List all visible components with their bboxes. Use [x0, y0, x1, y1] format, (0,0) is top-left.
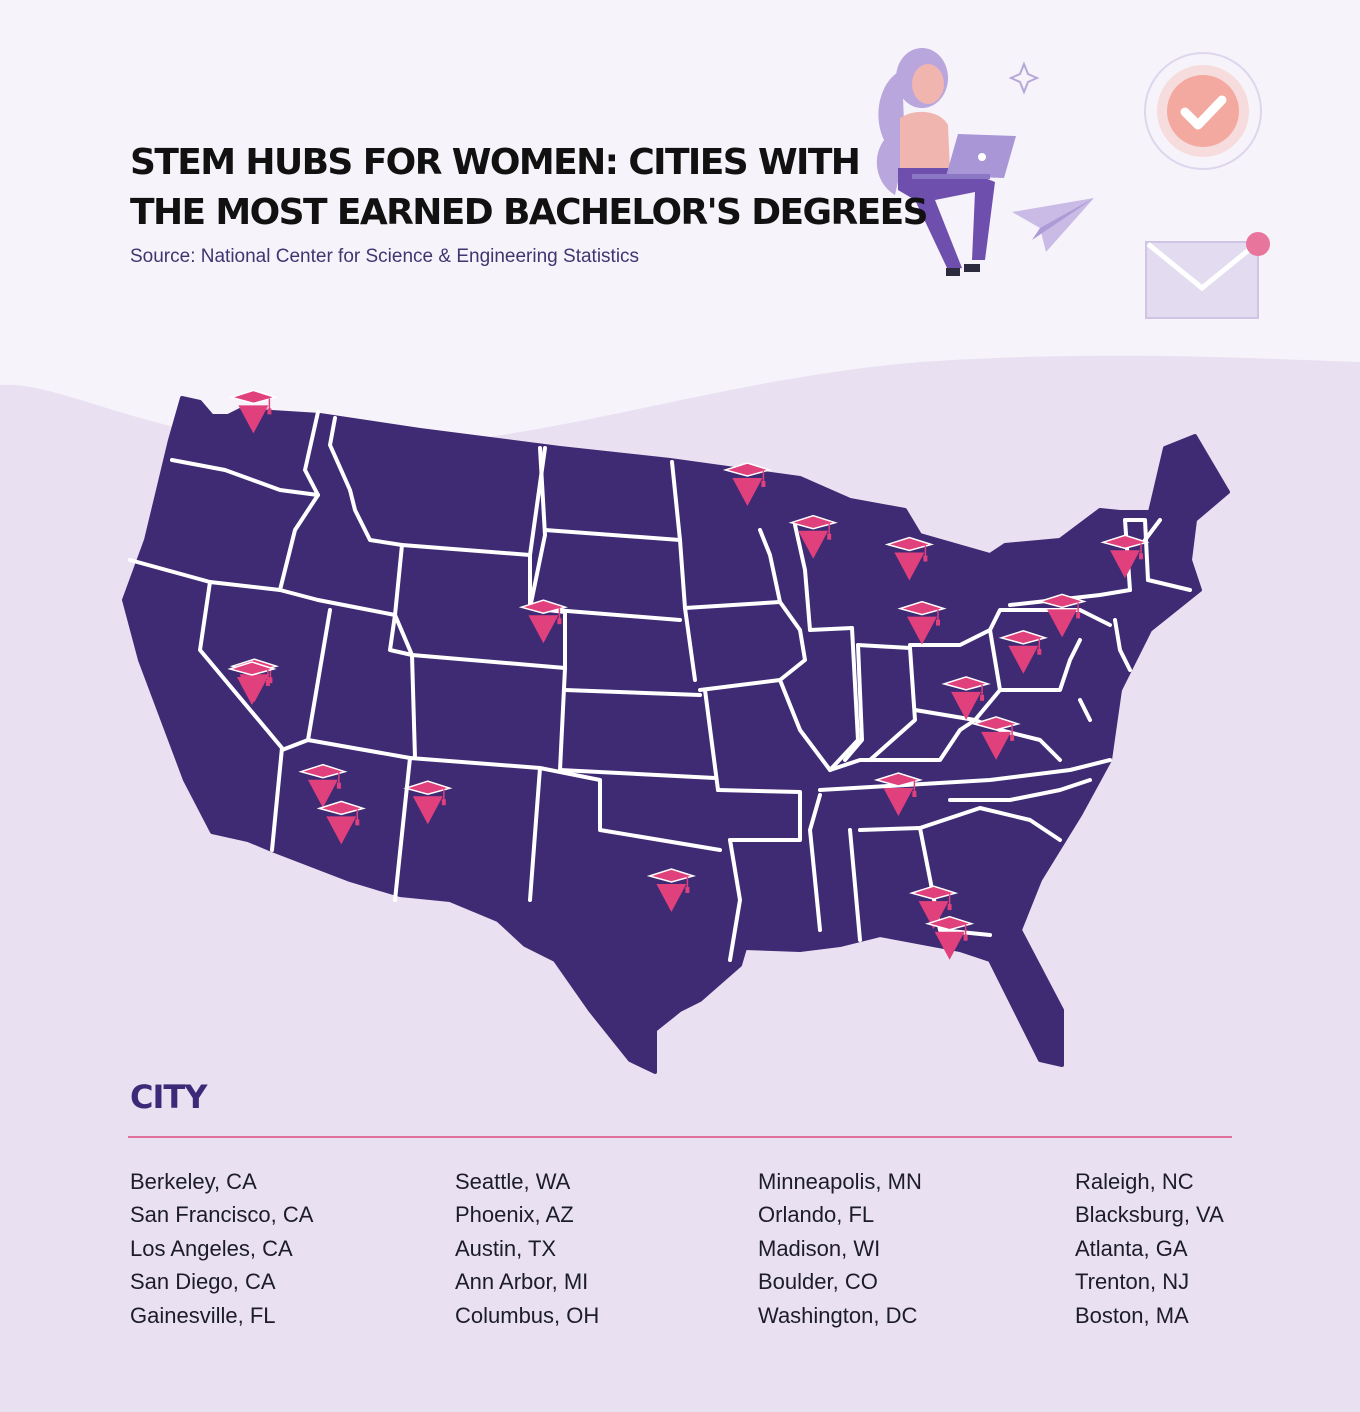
list-item: Gainesville, FL [130, 1302, 276, 1328]
city-list-column-2: Seattle, WA Phoenix, AZ Austin, TX Ann A… [455, 1165, 599, 1332]
list-item: Los Angeles, CA [130, 1235, 293, 1261]
list-item: Boulder, CO [758, 1269, 878, 1295]
graduation-cap-marker-icon [971, 716, 1021, 760]
graduation-cap-marker-icon [1100, 534, 1150, 579]
graduation-cap-marker-icon [228, 389, 279, 434]
graduation-cap-marker-icon [298, 763, 348, 808]
graduation-cap-marker-icon [941, 676, 991, 720]
list-item: Orlando, FL [758, 1202, 875, 1228]
graduation-cap-marker-icon [884, 536, 935, 581]
envelope-icon [1145, 232, 1270, 319]
page-title: STEM HUBS FOR WOMEN: CITIES WITH THE MOS… [130, 142, 929, 233]
list-item: Berkeley, CA [130, 1169, 257, 1194]
list-item: Seattle, WA [455, 1169, 571, 1194]
graduation-cap-marker-icon [722, 462, 773, 506]
city-markers [227, 389, 1150, 960]
graduation-cap-marker-icon [646, 868, 697, 912]
graduation-cap-marker-icon [998, 630, 1048, 674]
list-item: Ann Arbor, MI [455, 1269, 589, 1295]
checkmark-badge-icon [1144, 52, 1262, 170]
graduation-cap-marker-icon [924, 915, 975, 960]
graduation-cap-marker-icon [1037, 593, 1087, 638]
graduation-cap-marker-icon [908, 885, 959, 930]
list-item: Austin, TX [455, 1235, 557, 1261]
graduation-cap-marker-icon [873, 772, 924, 816]
sparkle-icon [1008, 61, 1040, 95]
list-item: Minneapolis, MN [758, 1169, 922, 1194]
state-borders [128, 410, 1192, 962]
graduation-cap-marker-icon [403, 780, 453, 825]
us-map [122, 396, 1230, 1074]
graduation-cap-marker-icon [316, 800, 366, 845]
list-item: Blacksburg, VA [1075, 1202, 1224, 1228]
list-item: Madison, WI [758, 1235, 881, 1261]
list-item: Phoenix, AZ [455, 1202, 574, 1228]
city-list-heading: CITY [130, 1078, 207, 1116]
list-item: Boston, MA [1075, 1302, 1189, 1328]
paper-plane-icon [1012, 198, 1094, 252]
city-list-column-1: Berkeley, CA San Francisco, CA Los Angel… [130, 1165, 313, 1332]
graduation-cap-marker-icon [897, 600, 947, 645]
list-item: Washington, DC [758, 1302, 918, 1328]
list-item: San Diego, CA [130, 1269, 276, 1295]
graduation-cap-marker-icon [788, 514, 838, 559]
list-item: San Francisco, CA [130, 1202, 314, 1228]
city-list-column-3: Minneapolis, MN Orlando, FL Madison, WI … [758, 1165, 922, 1332]
divider [128, 1136, 1232, 1138]
graduation-cap-marker-icon [227, 661, 277, 705]
list-item: Atlanta, GA [1075, 1235, 1188, 1261]
list-item: Trenton, NJ [1075, 1269, 1190, 1295]
list-item: Columbus, OH [455, 1302, 600, 1328]
graduation-cap-marker-icon [518, 599, 569, 644]
michigan-lower-peninsula [872, 540, 990, 645]
city-list-column-4: Raleigh, NC Blacksburg, VA Atlanta, GA T… [1075, 1165, 1224, 1332]
woman-with-laptop-illustration [876, 48, 1016, 276]
list-item: Raleigh, NC [1075, 1169, 1194, 1194]
source-note: Source: National Center for Science & En… [130, 246, 640, 267]
